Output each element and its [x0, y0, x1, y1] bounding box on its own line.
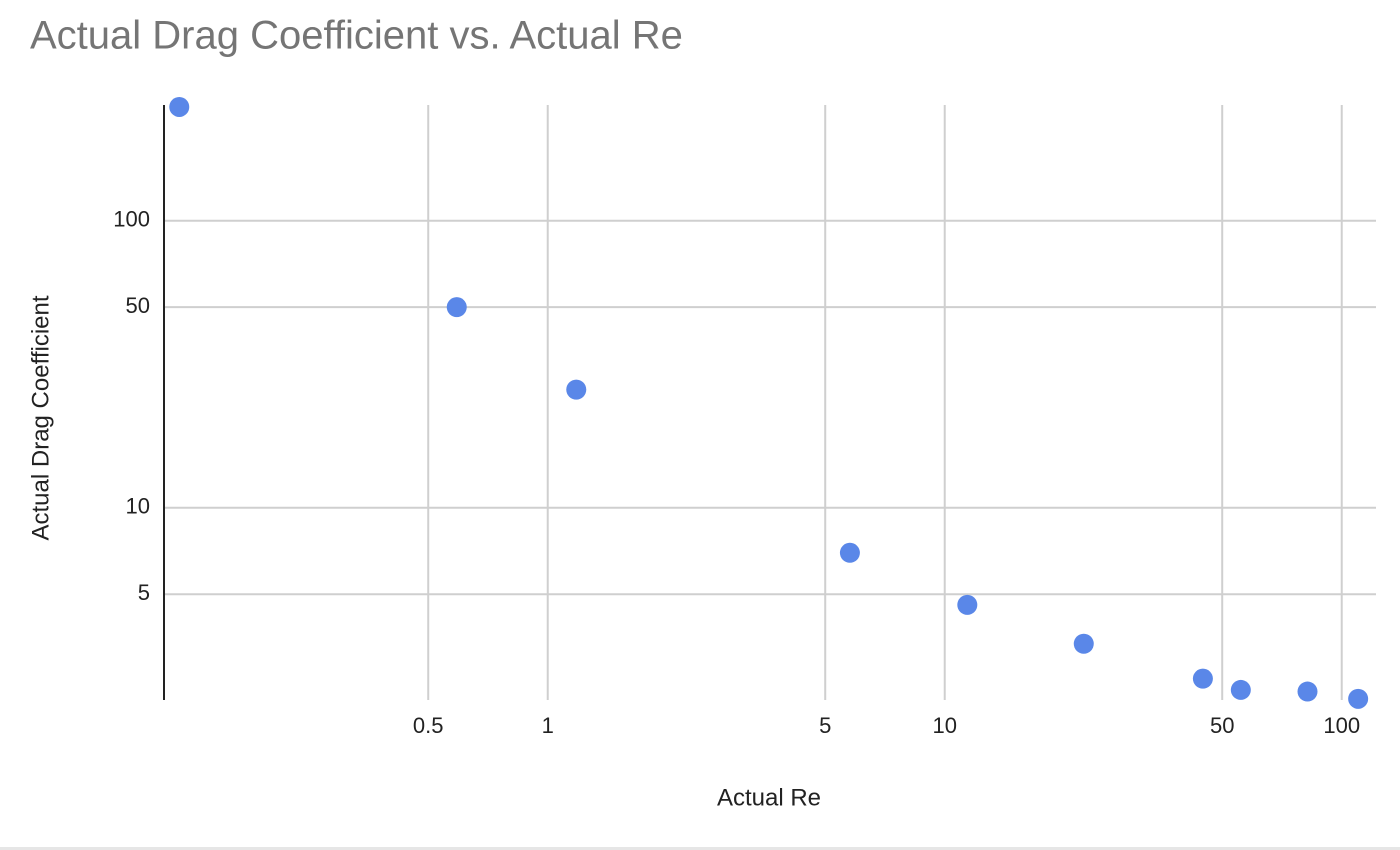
x-tick-label: 5: [819, 713, 831, 738]
point: [957, 594, 978, 615]
point: [169, 96, 190, 117]
point: [1192, 668, 1213, 689]
y-axis-label: Actual Drag Coefficient: [27, 295, 54, 540]
x-tick-label: 1: [542, 713, 554, 738]
x-tick-label: 50: [1210, 713, 1234, 738]
y-tick-label: 50: [126, 293, 150, 318]
y-tick-label: 10: [126, 494, 150, 519]
x-axis-label: Actual Re: [717, 784, 821, 811]
point: [566, 379, 587, 400]
x-tick-label: 100: [1323, 713, 1360, 738]
y-tick-label: 5: [138, 580, 150, 605]
point: [1348, 688, 1369, 709]
x-tick-label: 10: [932, 713, 956, 738]
x-tick-label: 0.5: [413, 713, 444, 738]
y-tick-label: 100: [113, 207, 150, 232]
chart-title: Actual Drag Coefficient vs. Actual Re: [30, 14, 683, 58]
point: [1230, 679, 1251, 700]
point: [1297, 681, 1318, 702]
point: [839, 542, 860, 563]
point: [446, 297, 467, 318]
point: [1073, 633, 1094, 654]
